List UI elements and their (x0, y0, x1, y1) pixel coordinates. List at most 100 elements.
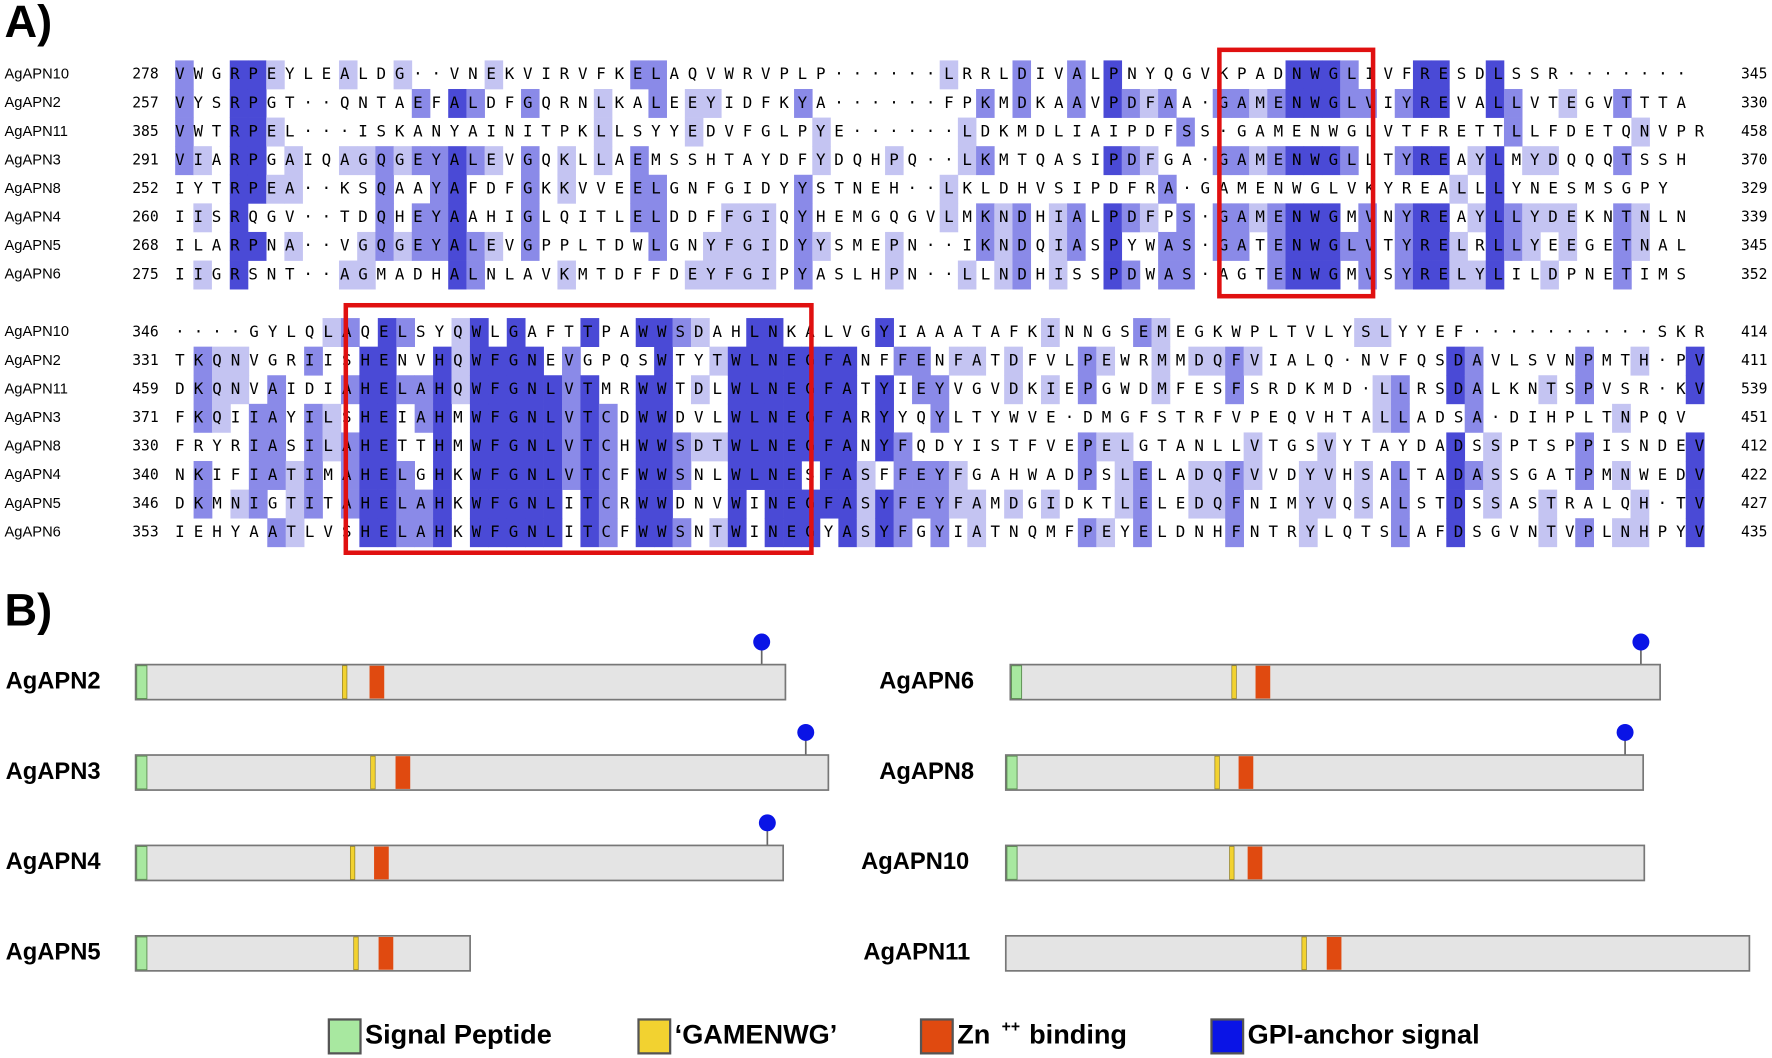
conservation-cell (1464, 346, 1484, 376)
conservation-cell (506, 518, 526, 548)
conservation-cell (1096, 518, 1116, 548)
conservation-cell (684, 117, 704, 147)
conservation-cell (1158, 231, 1177, 261)
conservation-cell (414, 489, 434, 519)
conservation-cell (469, 375, 489, 405)
conservation-cell (1485, 88, 1505, 118)
conservation-cell (433, 346, 452, 376)
conservation-cell (1114, 461, 1134, 490)
conservation-cell (1139, 88, 1159, 118)
conservation-cell (1004, 346, 1023, 376)
conservation-cell (1394, 203, 1414, 233)
conservation-cell (488, 432, 508, 462)
protein-bar (134, 844, 785, 882)
conservation-cell (1067, 60, 1086, 90)
conservation-cell (1431, 231, 1450, 261)
signal-peptide (136, 936, 148, 971)
conservation-cell (764, 461, 784, 490)
conservation-cell (783, 375, 802, 405)
conservation-cell (488, 403, 508, 433)
conservation-cell (885, 146, 904, 176)
conservation-cell (1540, 146, 1559, 176)
motif (1301, 936, 1307, 971)
conservation-cell (338, 146, 358, 176)
conservation-cell (746, 432, 766, 462)
end-position: 422 (1741, 466, 1768, 483)
conservation-cell (562, 375, 581, 405)
conservation-cell (1067, 231, 1086, 261)
conservation-cell (654, 489, 673, 519)
conservation-cell (393, 231, 413, 261)
sequence-name: AgAPN5 (5, 496, 61, 512)
conservation-cell (1412, 60, 1432, 90)
conservation-cell (193, 403, 213, 433)
conservation-cell (1340, 231, 1359, 261)
sequence-name: AgAPN5 (5, 238, 61, 254)
conservation-cell (1321, 146, 1341, 176)
conservation-cell (1243, 461, 1263, 490)
conservation-cell (1139, 203, 1159, 233)
conservation-cell (1446, 461, 1466, 490)
conservation-cell (1048, 260, 1068, 290)
conservation-cell (212, 403, 231, 433)
conservation-cell (375, 231, 394, 261)
conservation-cell (357, 260, 376, 290)
conservation-cell (1431, 146, 1450, 176)
conservation-cell (1630, 518, 1650, 548)
conservation-cell (411, 146, 431, 176)
conservation-cell (1449, 174, 1468, 204)
conservation-cell (948, 346, 968, 376)
conservation-cell (1067, 203, 1086, 233)
conservation-cell (1685, 518, 1705, 548)
conservation-cell (1285, 146, 1305, 176)
conservation-cell (1467, 146, 1487, 176)
conservation-cell (684, 88, 704, 118)
conservation-cell (1206, 489, 1226, 519)
conservation-cell (1133, 518, 1152, 548)
conservation-cell (1394, 88, 1414, 118)
conservation-cell (193, 375, 213, 405)
protein-bar (1004, 844, 1646, 882)
conservation-cell (469, 461, 489, 490)
conservation-cell (1158, 260, 1177, 290)
conservation-cell (727, 518, 747, 548)
conservation-cell (521, 146, 540, 176)
conservation-cell (819, 403, 839, 433)
conservation-cell (1538, 489, 1558, 519)
conservation-cell (684, 260, 704, 290)
conservation-cell (1613, 231, 1632, 261)
conservation-cell (247, 88, 267, 118)
legend-label: Signal Peptide (365, 1019, 552, 1050)
conservation-cell (635, 375, 655, 405)
legend-swatch (327, 1018, 362, 1055)
conservation-cell (912, 489, 931, 519)
conservation-cell (359, 346, 379, 376)
conservation-cell (466, 146, 485, 176)
conservation-cell (229, 203, 249, 233)
conservation-cell (229, 60, 249, 90)
conservation-cell (377, 432, 397, 462)
conservation-cell (451, 375, 471, 405)
conservation-cell (648, 88, 667, 118)
conservation-cell (1483, 489, 1502, 519)
sequence: ····GYLQLAQELSYQWLGAFTTPAWWSDAHLNKALVGYI… (175, 322, 1704, 341)
conservation-cell (654, 375, 673, 405)
zn-binding (1247, 846, 1263, 880)
gpi-anchor (797, 723, 815, 741)
conservation-cell (912, 346, 931, 376)
start-position: 353 (132, 524, 159, 541)
conservation-cell (1121, 260, 1141, 290)
conservation-cell (338, 260, 358, 290)
conservation-cell (598, 518, 618, 548)
conservation-cell (193, 203, 212, 233)
sequence-name: AgAPN4 (5, 210, 61, 226)
conservation-cell (430, 174, 449, 204)
conservation-cell (1321, 260, 1341, 290)
conservation-cell (1303, 60, 1323, 90)
conservation-cell (396, 375, 415, 405)
conservation-cell (1225, 375, 1244, 405)
conservation-cell (466, 260, 485, 290)
conservation-cell (580, 403, 600, 433)
gpi-anchor (1632, 633, 1650, 651)
conservation-cell (739, 203, 758, 233)
